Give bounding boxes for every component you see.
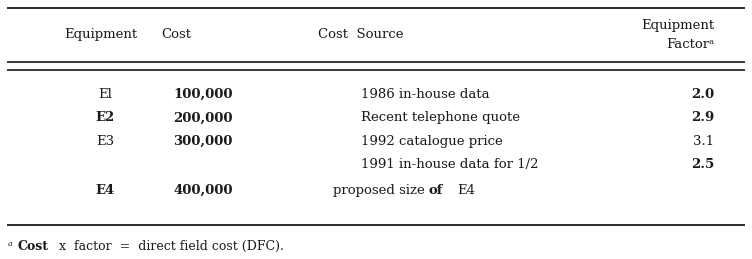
Text: E4: E4	[96, 184, 115, 197]
Text: Equipment: Equipment	[64, 28, 137, 41]
Text: Cost  Source: Cost Source	[318, 28, 404, 41]
Text: Recent telephone quote: Recent telephone quote	[361, 111, 520, 124]
Text: Cost: Cost	[17, 240, 48, 253]
Text: Equipment: Equipment	[641, 19, 714, 32]
Text: El: El	[99, 88, 112, 101]
Text: of: of	[429, 184, 443, 197]
Text: E3: E3	[96, 135, 114, 148]
Text: 2.0: 2.0	[691, 88, 714, 101]
Text: 2.5: 2.5	[691, 158, 714, 171]
Text: proposed size: proposed size	[332, 184, 429, 197]
Text: 1986 in-house data: 1986 in-house data	[361, 88, 490, 101]
Text: 200,000: 200,000	[173, 111, 233, 124]
Text: 1991 in-house data for 1/2: 1991 in-house data for 1/2	[361, 158, 538, 171]
Text: 100,000: 100,000	[173, 88, 233, 101]
Text: E2: E2	[96, 111, 115, 124]
Text: x  factor  =  direct field cost (DFC).: x factor = direct field cost (DFC).	[51, 240, 284, 253]
Text: 3.1: 3.1	[693, 135, 714, 148]
Text: Cost: Cost	[162, 28, 192, 41]
Text: 400,000: 400,000	[173, 184, 233, 197]
Text: 1992 catalogue price: 1992 catalogue price	[361, 135, 502, 148]
Text: ᵃ: ᵃ	[8, 240, 17, 253]
Text: 2.9: 2.9	[691, 111, 714, 124]
Text: 300,000: 300,000	[174, 135, 232, 148]
Text: E4: E4	[457, 184, 475, 197]
Text: Factorᵃ: Factorᵃ	[666, 38, 714, 51]
